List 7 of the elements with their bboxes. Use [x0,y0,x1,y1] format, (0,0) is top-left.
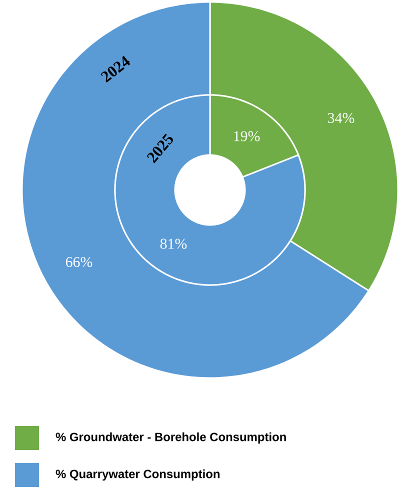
data-label: 81% [160,238,187,249]
data-label: 19% [234,131,260,142]
data-label: 66% [66,256,92,268]
legend-label: % Groundwater - Borehole Consumption [56,432,286,444]
data-label: 34% [328,112,354,124]
text: 2024 [100,56,130,83]
legend-label: % Quarrywater Consumption [56,469,220,481]
